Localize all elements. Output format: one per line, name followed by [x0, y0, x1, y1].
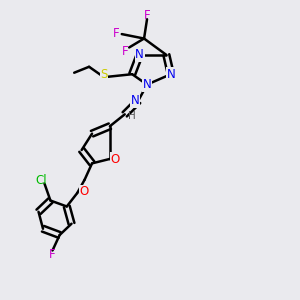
Text: N: N	[167, 68, 175, 81]
Text: Cl: Cl	[36, 174, 47, 187]
Text: S: S	[100, 68, 108, 81]
Text: O: O	[79, 185, 88, 198]
Text: F: F	[144, 9, 150, 22]
Text: N: N	[143, 78, 152, 91]
Text: O: O	[111, 153, 120, 166]
Text: N: N	[131, 94, 140, 107]
Text: F: F	[49, 248, 56, 260]
Text: N: N	[135, 48, 144, 62]
Text: H: H	[128, 111, 136, 121]
Text: F: F	[122, 44, 129, 58]
Text: F: F	[113, 27, 120, 40]
